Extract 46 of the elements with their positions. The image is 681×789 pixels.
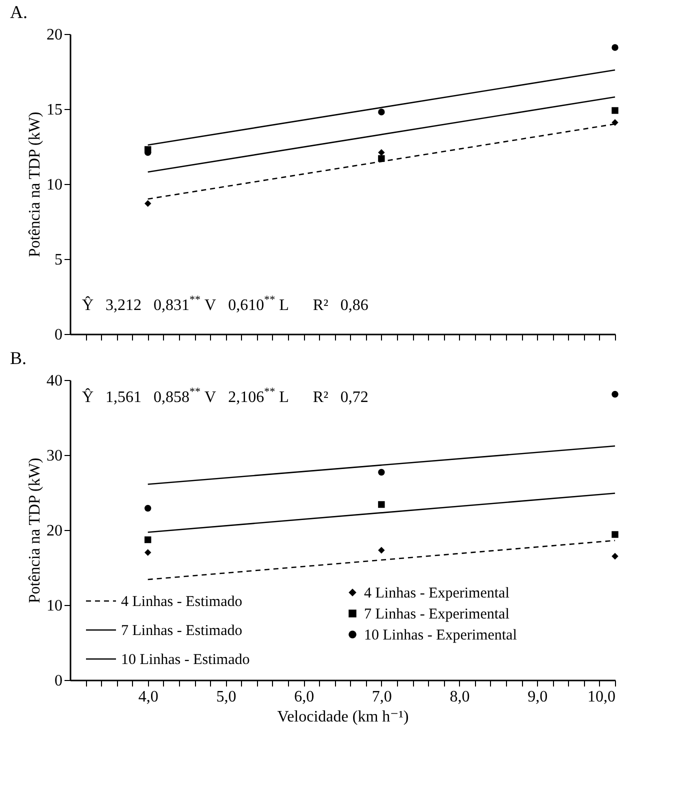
x-tick-label: 7,0 [372, 688, 392, 706]
y-axis-title: Potência na TDP (kW) [26, 458, 44, 604]
y-tick-label: 10 [46, 598, 62, 614]
x-tick-label: 6,0 [294, 688, 314, 706]
point [378, 108, 385, 116]
point [612, 531, 618, 538]
chart-title: A. [10, 2, 28, 22]
point [144, 536, 152, 544]
legend-label: 4 Linhas - Experimental [364, 586, 510, 602]
point [378, 149, 385, 156]
legend-label: 7 Linhas - Estimado [121, 623, 242, 639]
point [144, 549, 152, 556]
point [612, 107, 618, 114]
point [378, 155, 385, 162]
point [378, 546, 385, 554]
y-tick-label: 40 [46, 372, 62, 390]
point [378, 468, 385, 476]
legend-label: 4 Linhas - Estimado [121, 594, 242, 610]
point [612, 119, 618, 126]
y-tick-label: 0 [54, 326, 62, 344]
text: Ŷ 1,561 0,858** V 2,106** L R² 0,72 [82, 386, 368, 406]
y-axis-title: Potência na TDP (kW) [26, 112, 44, 258]
x-tick-label: 4,0 [138, 688, 158, 706]
x-tick-label: 10,0 [588, 688, 616, 706]
point [612, 390, 618, 398]
point [144, 504, 152, 512]
x-axis-title: Velocidade (km h⁻¹) [277, 708, 409, 726]
point [378, 501, 385, 508]
legend-label: 7 Linhas - Experimental [364, 606, 510, 622]
y-tick-label: 0 [54, 672, 62, 690]
x-tick-label: 8,0 [450, 688, 470, 706]
y-tick-label: 15 [46, 102, 62, 118]
y-tick-label: 5 [54, 252, 62, 268]
y-tick-label: 30 [46, 448, 62, 464]
text: Ŷ 3,212 0,831** V 0,610** L R² 0,86 [82, 294, 368, 314]
legend-label: 10 Linhas - Experimental [364, 628, 517, 644]
x-tick-label: 5,0 [216, 688, 236, 706]
y-tick-label: 10 [46, 176, 62, 194]
point [612, 552, 618, 560]
point [612, 44, 618, 51]
x-tick-label: 9,0 [528, 688, 548, 706]
y-tick-label: 20 [46, 26, 62, 44]
y-tick-label: 20 [46, 522, 62, 540]
point [144, 200, 152, 207]
legend-label: 10 Linhas - Estimado [121, 652, 250, 668]
chart-title: B. [10, 348, 27, 368]
